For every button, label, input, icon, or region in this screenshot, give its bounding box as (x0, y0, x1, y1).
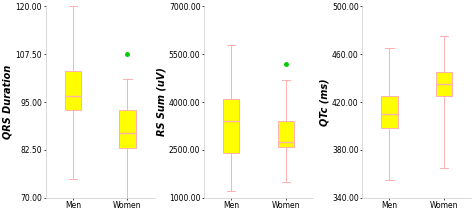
PathPatch shape (119, 110, 136, 148)
PathPatch shape (381, 96, 398, 128)
Y-axis label: QRS Duration: QRS Duration (3, 65, 13, 139)
PathPatch shape (436, 72, 452, 96)
Y-axis label: QTc (ms): QTc (ms) (319, 78, 329, 126)
PathPatch shape (65, 71, 81, 110)
Y-axis label: RS Sum (uV): RS Sum (uV) (156, 68, 166, 137)
PathPatch shape (223, 99, 239, 153)
PathPatch shape (277, 121, 294, 147)
